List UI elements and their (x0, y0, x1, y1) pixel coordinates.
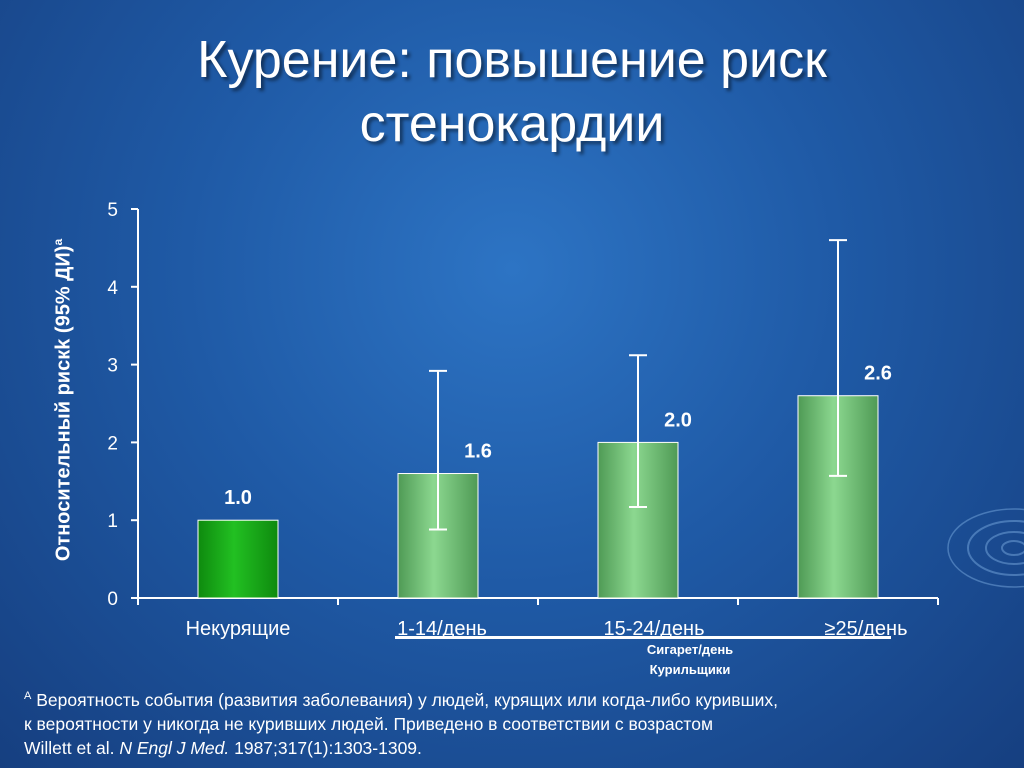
y-tick-label: 5 (107, 200, 118, 221)
data-label: 1.0 (224, 487, 252, 509)
data-label: 1.6 (464, 441, 492, 463)
group-label-smokers: Курильщики (649, 662, 731, 677)
bar (197, 519, 279, 599)
y-axis-label: Относительный рискk (95% ДИ)a (51, 190, 81, 610)
data-label: 2.6 (864, 363, 892, 385)
category-label: ≥25/день (824, 618, 907, 640)
y-axis-label-text: Относительный рискk (95% ДИ) (52, 245, 75, 562)
category-label: 15-24/день (604, 618, 705, 640)
footnote: A Вероятность события (развития заболева… (24, 684, 1014, 760)
citation-details: 1987;317(1):1303-1309. (234, 737, 422, 758)
category-label: 1-14/день (397, 618, 487, 640)
y-tick-label: 1 (107, 511, 118, 532)
footnote-line-2: к вероятности у никогда не куривших люде… (24, 713, 713, 734)
y-tick-label: 0 (107, 589, 118, 610)
y-tick-label: 3 (107, 356, 118, 377)
citation-journal: N Engl J Med. (119, 737, 230, 758)
citation: Willett et al. N Engl J Med. 1987;317(1)… (24, 736, 1014, 760)
category-label: Некурящие (186, 618, 291, 640)
y-tick-label: 2 (107, 433, 118, 454)
footnote-line-1: A Вероятность события (развития заболева… (24, 684, 1014, 712)
slide-title: Курение: повышение риск стенокардии (0, 28, 1024, 156)
smokers-group-underline (395, 636, 891, 639)
data-label: 2.0 (664, 409, 692, 431)
water-ripple-decoration (947, 508, 1024, 588)
y-axis-label-superscript: a (51, 238, 65, 246)
footnote-marker: A (24, 690, 32, 702)
footnote-text-1: Вероятность события (развития заболевани… (36, 689, 778, 710)
title-line-2: стенокардии (359, 95, 665, 153)
y-tick-label: 4 (107, 278, 118, 299)
title-line-1: Курение: повышение риск (197, 31, 827, 89)
citation-authors: Willett et al. (24, 737, 115, 758)
group-label-cigarettes: Сигарет/день (646, 642, 734, 657)
